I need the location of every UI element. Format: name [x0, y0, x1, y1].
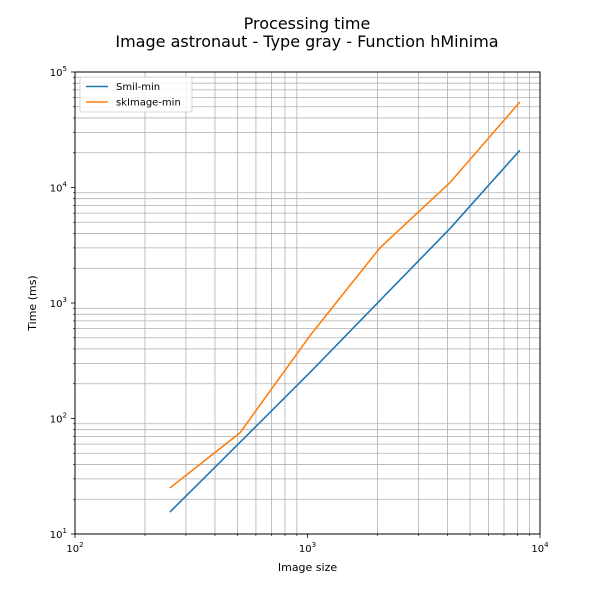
series-line-skimage-min	[169, 101, 521, 489]
chart-title-line-2: Image astronaut - Type gray - Function h…	[115, 32, 498, 51]
y-axis-label: Time (ms)	[26, 275, 39, 331]
legend-label-smil-min: Smil-min	[116, 82, 160, 93]
ticks	[71, 71, 541, 538]
x-tick-label: 102	[66, 541, 83, 555]
series-line-smil-min	[169, 149, 521, 513]
x-tick-label: 104	[531, 541, 549, 555]
legend: Smil-min skImage-min	[79, 76, 193, 113]
x-tick-label: 103	[299, 541, 316, 555]
series-layer	[169, 101, 521, 513]
y-tick-label: 104	[50, 181, 68, 195]
y-tick-label: 102	[50, 412, 67, 426]
chart-title-line-1: Processing time	[244, 14, 371, 33]
y-tick-label: 103	[50, 296, 67, 310]
grid	[75, 72, 540, 534]
chart-title: Processing time Image astronaut - Type g…	[115, 14, 498, 51]
y-tick-label: 101	[50, 527, 67, 541]
x-axis-label: Image size	[278, 561, 338, 574]
legend-label-skimage-min: skImage-min	[116, 98, 181, 109]
y-tick-label: 105	[50, 65, 67, 79]
